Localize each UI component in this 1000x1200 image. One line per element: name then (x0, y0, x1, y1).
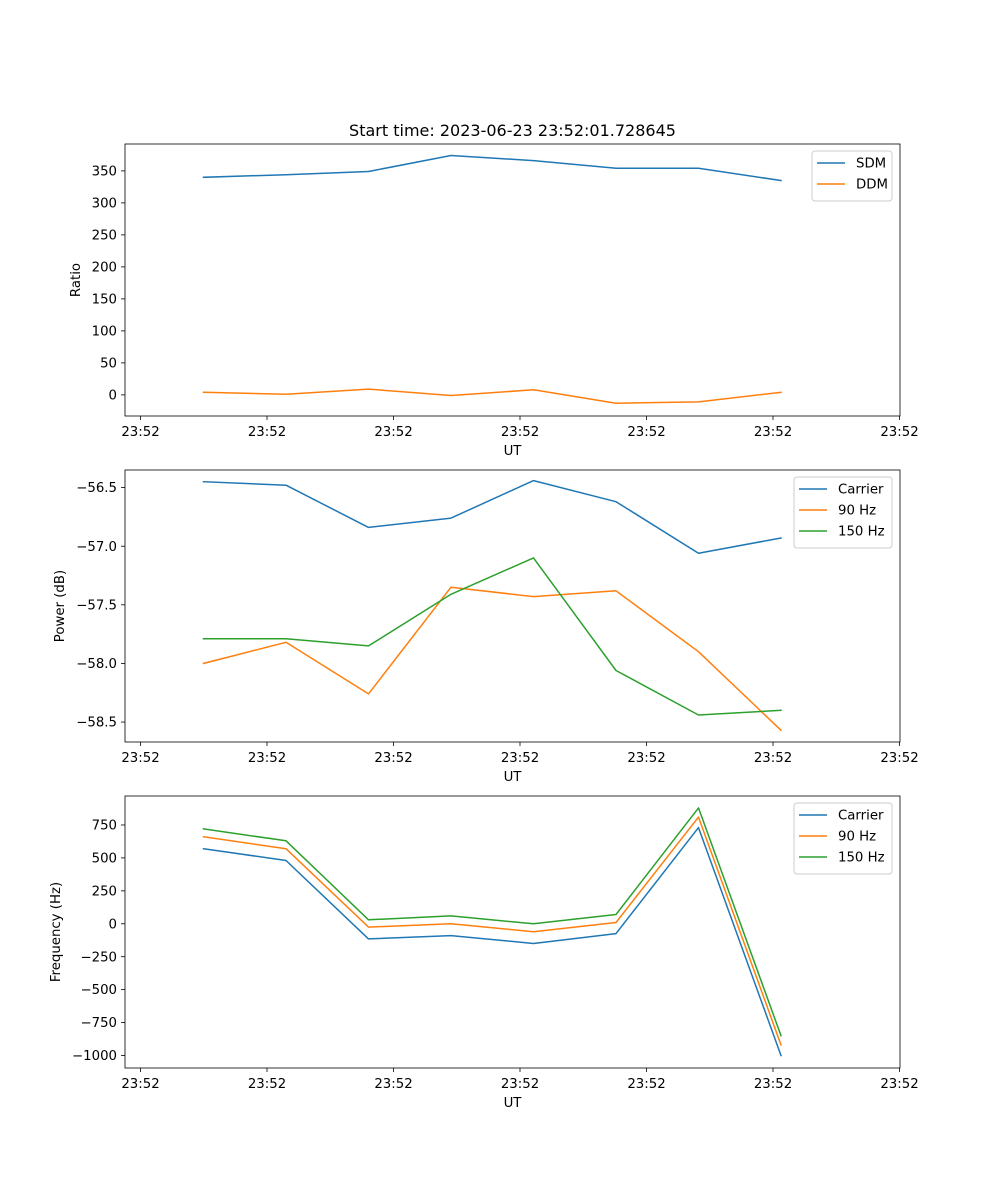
series-line-ddm (202, 388, 782, 404)
x-axis-label: UT (504, 1096, 523, 1111)
legend-label: Carrier (838, 809, 884, 824)
y-tick-label: 500 (92, 852, 117, 867)
axes-frame (124, 469, 901, 743)
x-tick-label: 23:52 (374, 751, 412, 766)
legend-label: 90 Hz (838, 830, 876, 845)
y-tick-label: −750 (80, 1016, 117, 1031)
y-tick-label: 100 (92, 324, 117, 339)
series-line-90-hz (202, 586, 783, 732)
y-axis-label: Ratio (69, 263, 84, 297)
x-tick-label: 23:52 (374, 1077, 412, 1092)
y-tick-label: 350 (92, 164, 117, 179)
x-tick-label: 23:52 (627, 1077, 665, 1092)
legend: SDM DDM (811, 150, 893, 202)
x-tick-label: 23:52 (627, 751, 665, 766)
series-line-150-hz (202, 807, 782, 1037)
x-tick-label: 23:52 (754, 1077, 792, 1092)
legend-label: 150 Hz (838, 851, 885, 866)
x-tick-label: 23:52 (754, 425, 792, 440)
x-tick-label: 23:52 (248, 425, 286, 440)
subplot-1: 23:52 23:52 23:52 23:52 23:52 23:52 23:52 0 50 10… (69, 143, 919, 459)
series-line-carrier (202, 826, 782, 1057)
legend-label: SDM (856, 157, 886, 172)
y-tick-label: 0 (109, 917, 117, 932)
x-tick-label: 23:52 (248, 1077, 286, 1092)
axes-frame (124, 795, 901, 1069)
x-axis-label: UT (504, 770, 523, 785)
x-tick-label: 23:52 (501, 425, 539, 440)
y-tick-label: 0 (109, 388, 117, 403)
series-line-90-hz (202, 816, 782, 1046)
series-line-sdm (202, 154, 782, 182)
y-axis-label: Power (dB) (53, 570, 68, 642)
y-tick-label: 750 (92, 819, 117, 834)
x-axis-label: UT (504, 444, 523, 459)
series-line-150-hz (202, 557, 782, 716)
x-tick-label: 23:52 (880, 1077, 918, 1092)
y-tick-label: 150 (92, 292, 117, 307)
y-tick-label: 200 (92, 260, 117, 275)
x-tick-label: 23:52 (121, 425, 159, 440)
subplot-3: 23:52 23:52 23:52 23:52 23:52 23:52 23:52 750 50… (49, 795, 919, 1111)
series-line-carrier (202, 479, 782, 554)
legend-label: Carrier (838, 483, 884, 498)
y-tick-label: −57.0 (76, 540, 117, 555)
y-tick-label: 250 (92, 884, 117, 899)
x-tick-label: 23:52 (121, 751, 159, 766)
legend-label: 90 Hz (838, 504, 876, 519)
x-tick-label: 23:52 (501, 1077, 539, 1092)
subplots: 23:52 23:52 23:52 23:52 23:52 23:52 23:52 0 50 10… (49, 143, 919, 1111)
x-tick-label: 23:52 (754, 751, 792, 766)
x-tick-label: 23:52 (880, 751, 918, 766)
y-tick-label: 300 (92, 196, 117, 211)
y-tick-label: −250 (80, 950, 117, 965)
legend: Carrier 90 Hz 150 Hz (793, 476, 893, 549)
x-tick-label: 23:52 (121, 1077, 159, 1092)
y-tick-label: 250 (92, 228, 117, 243)
axes-frame (124, 143, 901, 417)
subplot-2: 23:52 23:52 23:52 23:52 23:52 23:52 23:52 −56.5… (53, 469, 919, 785)
y-axis-label: Frequency (Hz) (49, 882, 64, 982)
x-tick-label: 23:52 (501, 751, 539, 766)
y-tick-label: −57.5 (76, 598, 117, 613)
x-tick-label: 23:52 (374, 425, 412, 440)
y-tick-label: −58.5 (76, 716, 117, 731)
y-tick-label: −500 (80, 983, 117, 998)
y-tick-label: −58.0 (76, 657, 117, 672)
chart-title: Start time: 2023-06-23 23:52:01.728645 (349, 121, 676, 140)
x-tick-label: 23:52 (248, 751, 286, 766)
x-tick-label: 23:52 (627, 425, 665, 440)
y-tick-label: −1000 (72, 1049, 117, 1064)
legend: Carrier 90 Hz 150 Hz (793, 802, 893, 875)
legend-label: 150 Hz (838, 525, 885, 540)
y-tick-label: 50 (100, 356, 117, 371)
legend-label: DDM (856, 178, 888, 193)
x-tick-label: 23:52 (880, 425, 918, 440)
y-tick-label: −56.5 (76, 481, 117, 496)
